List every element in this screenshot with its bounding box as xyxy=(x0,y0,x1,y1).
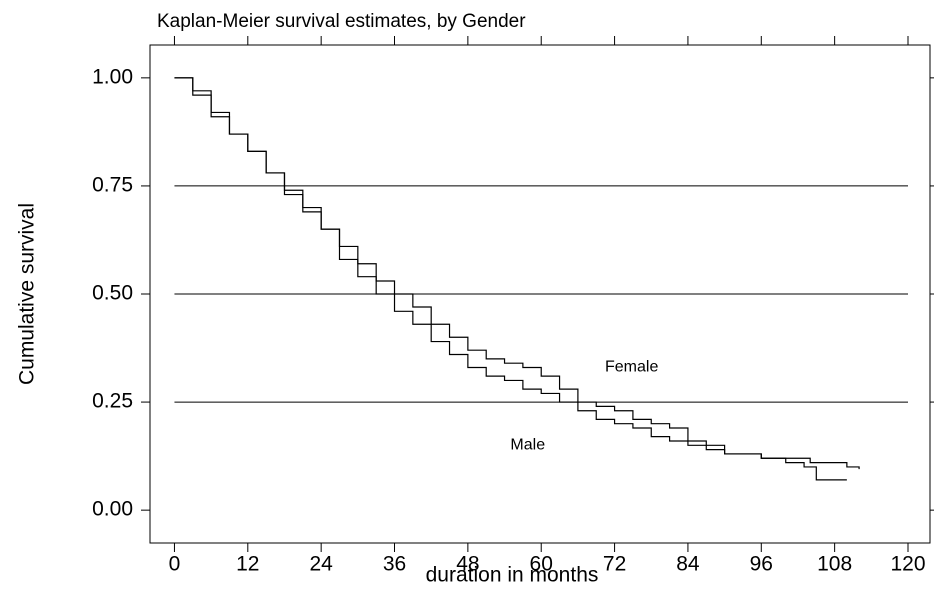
x-tick-label: 72 xyxy=(603,553,626,576)
x-tick-label: 96 xyxy=(750,553,773,576)
x-tick-label: 120 xyxy=(890,553,925,576)
survival-curve xyxy=(174,77,860,470)
y-tick-label: 0.25 xyxy=(92,390,133,413)
x-axis-label: duration in months xyxy=(426,564,599,587)
x-tick-label: 0 xyxy=(169,553,181,576)
curve-label: Female xyxy=(605,358,658,375)
y-tick-label: 0.50 xyxy=(92,282,133,305)
x-tick-label: 84 xyxy=(676,553,700,576)
x-tick-label: 24 xyxy=(309,553,333,576)
x-tick-label: 60 xyxy=(530,553,553,576)
chart-title: Kaplan-Meier survival estimates, by Gend… xyxy=(157,11,526,32)
x-tick-label: 48 xyxy=(456,553,479,576)
survival-curve xyxy=(174,77,847,481)
x-tick-label: 108 xyxy=(817,553,852,576)
y-tick-label: 0.00 xyxy=(92,498,133,521)
curve-label: Male xyxy=(510,437,545,454)
x-tick-label: 36 xyxy=(383,553,406,576)
x-tick-label: 12 xyxy=(236,553,259,576)
y-tick-label: 1.00 xyxy=(92,65,133,88)
y-axis-label: Cumulative survival xyxy=(16,203,39,385)
y-tick-label: 0.75 xyxy=(92,173,133,196)
